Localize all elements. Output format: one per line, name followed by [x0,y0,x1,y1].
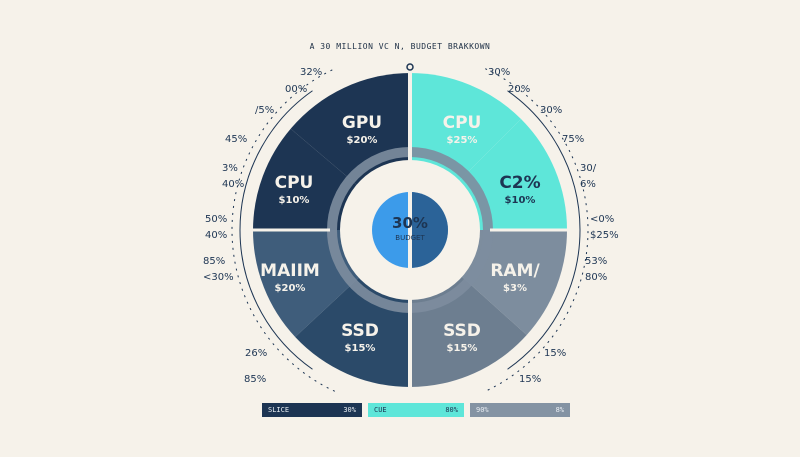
outer-label-right: 75% [562,134,584,145]
legend-value: 80% [445,406,458,414]
outer-label-right: 30% [540,105,562,116]
outer-label-left: 50% [205,214,227,225]
outer-label-left: 85% [203,256,225,267]
outer-label-right: 30/ [580,163,597,174]
outer-arc [485,68,589,392]
slice-label-gpu: GPU [342,113,382,133]
outer-label-right: 6% [580,179,596,190]
legend-item-slice: SLICE 30% [262,403,362,417]
legend-label: SLICE [268,406,290,414]
legend-label: CUE [374,406,387,414]
legend-value: 8% [555,406,564,414]
slice-label-maiim: MAIIM [260,261,320,281]
slice-value-ssd-left: $15% [345,343,376,354]
slice-label-ssd-right: SSD [443,321,481,341]
slice-label-cpu-right: CPU [443,113,482,133]
outer-label-left: 85% [244,374,266,385]
top-marker [406,63,414,71]
slice-label-c2: C2% [499,173,540,193]
outer-label-right: 30% [488,67,510,78]
slice-label-ram: RAM/ [490,261,540,281]
outer-label-left: /5% [255,105,274,116]
slice-label-cpu-left: CPU [275,173,314,193]
outer-label-left: 40% [222,179,244,190]
outer-arc [507,90,581,370]
outer-label-left: <30% [203,272,234,283]
slice-value-gpu: $20% [347,135,378,146]
legend: SLICE 30% CUE 80% 90% 8% [262,403,570,417]
legend-value: 30% [343,406,356,414]
chart-title: A 30 MILLION VC N, BUDGET BRAKKOWN [309,42,491,51]
outer-label-left: 40% [205,230,227,241]
outer-label-left: 3% [222,163,238,174]
outer-label-right: 53% [585,256,607,267]
center-label: BUDGET [395,234,425,242]
outer-label-left: 00% [285,84,307,95]
outer-label-right: 15% [544,348,566,359]
outer-label-left: 26% [245,348,267,359]
outer-label-right: $25% [590,230,619,241]
legend-item-gray: 90% 8% [470,403,570,417]
slice-value-maiim: $20% [275,283,306,294]
slice-value-cpu-left: $10% [279,195,310,206]
legend-item-cue: CUE 80% [368,403,464,417]
outer-label-right: <0% [590,214,614,225]
outer-arc [239,90,313,370]
slice-value-cpu-right: $25% [447,135,478,146]
outer-arc [231,68,335,392]
outer-label-right: 15% [519,374,541,385]
slice-label-ssd-left: SSD [341,321,379,341]
center-disc-shade [410,192,448,268]
outer-label-left: 45% [225,134,247,145]
slice-value-c2: $10% [505,195,536,206]
outer-label-right: 80% [585,272,607,283]
slice-value-ssd-right: $15% [447,343,478,354]
outer-arc-ticks [231,68,589,392]
outer-label-right: 20% [508,84,530,95]
outer-label-left: 32% [300,67,322,78]
center-value: 30% [392,214,428,232]
slice-value-ram: $3% [503,283,527,294]
legend-label: 90% [476,406,489,414]
